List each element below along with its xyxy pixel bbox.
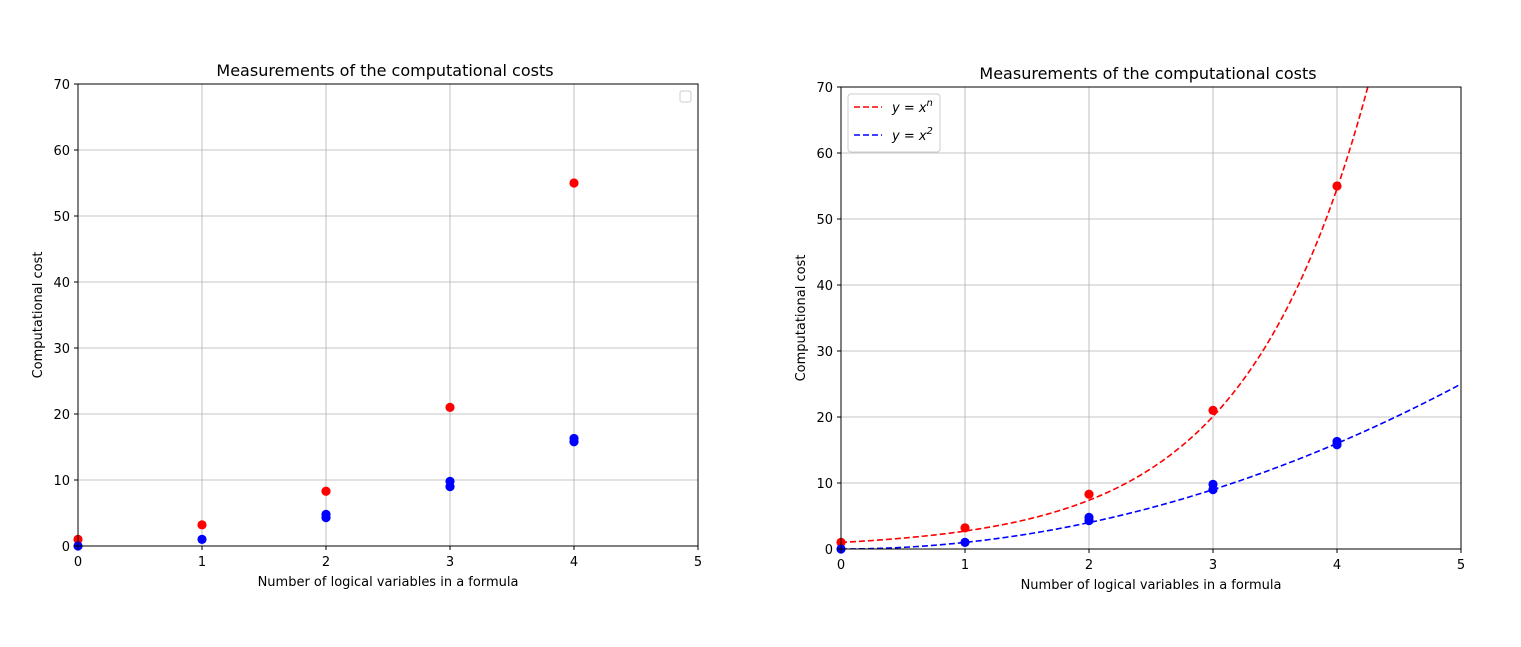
y-tick-label: 20 — [53, 408, 70, 423]
y-tick-label: 30 — [53, 342, 70, 357]
data-point — [569, 178, 579, 188]
data-point — [1332, 436, 1342, 447]
y-axis-label: Computational cost — [31, 252, 46, 379]
data-point — [960, 537, 970, 548]
chart-title: Measurements of the computational costs — [979, 64, 1316, 83]
x-axis-label: Number of logical variables in a formula — [1021, 578, 1282, 593]
x-tick-label: 1 — [198, 555, 206, 570]
x-axis-label: Number of logical variables in a formula — [258, 575, 519, 590]
y-tick-label: 40 — [816, 279, 833, 294]
data-point — [569, 433, 579, 444]
legend-label: y = xn — [891, 98, 933, 116]
x-tick-label: 3 — [1209, 558, 1217, 573]
chart-right: Measurements of the computational costs … — [794, 64, 1465, 593]
data-point — [1084, 489, 1094, 499]
x-tick-label: 4 — [570, 555, 578, 570]
y-tick-label: 40 — [53, 276, 70, 291]
plot-frame — [77, 83, 699, 547]
y-tick-label: 0 — [825, 543, 833, 558]
y-tick-label: 10 — [816, 477, 833, 492]
x-tick-label: 5 — [694, 555, 702, 570]
data-point — [321, 486, 331, 496]
y-tick-label: 10 — [53, 474, 70, 489]
y-tick-label: 70 — [53, 78, 70, 93]
x-tick-label: 2 — [322, 555, 330, 570]
chart-title: Measurements of the computational costs — [216, 61, 553, 80]
data-point — [1332, 181, 1342, 191]
data-point — [960, 523, 970, 533]
x-tick-label: 4 — [1333, 558, 1341, 573]
x-tick-label: 2 — [1085, 558, 1093, 573]
curve-line — [841, 87, 1369, 544]
y-tick-label: 50 — [816, 213, 833, 228]
y-tick-label: 60 — [816, 147, 833, 162]
legend-label: y = x2 — [891, 126, 933, 144]
y-tick-label: 60 — [53, 144, 70, 159]
x-tick-label: 3 — [446, 555, 454, 570]
x-tick-label: 1 — [961, 558, 969, 573]
data-point — [445, 476, 455, 486]
data-point — [1208, 405, 1218, 415]
data-point — [197, 520, 207, 530]
y-tick-label: 0 — [62, 540, 70, 555]
data-point — [1208, 479, 1218, 489]
y-tick-label: 20 — [816, 411, 833, 426]
y-tick-label: 50 — [53, 210, 70, 225]
y-tick-label: 30 — [816, 345, 833, 360]
x-tick-label: 0 — [74, 555, 82, 570]
curve-line — [841, 383, 1461, 549]
x-tick-label: 5 — [1457, 558, 1465, 573]
x-tick-label: 0 — [837, 558, 845, 573]
data-point — [197, 534, 207, 545]
y-tick-label: 70 — [816, 81, 833, 96]
data-point — [445, 402, 455, 412]
y-axis-label: Computational cost — [794, 255, 809, 382]
data-point — [1084, 512, 1094, 522]
legend-box — [679, 90, 692, 103]
plot-frame — [840, 86, 1462, 550]
chart-left: Measurements of the computational costs … — [31, 61, 702, 590]
data-point — [321, 509, 331, 519]
legend-box — [847, 93, 941, 153]
